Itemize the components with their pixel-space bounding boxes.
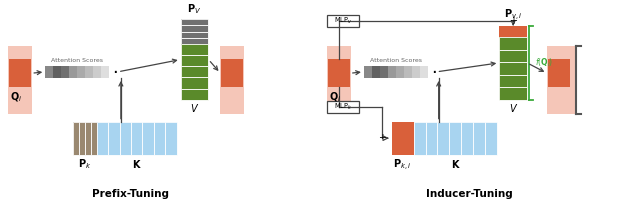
Bar [101,66,109,78]
Bar [499,37,527,50]
Bar [69,66,77,78]
Text: $\mathbf{P}_{v,i}$: $\mathbf{P}_{v,i}$ [504,8,522,23]
Bar [221,59,243,88]
Text: Inducer-Tuning: Inducer-Tuning [426,189,513,199]
Bar [449,121,461,155]
Text: ·: · [112,64,118,82]
Text: Attention Scores: Attention Scores [51,58,103,63]
Bar [180,77,209,89]
Text: $\mathrm{MLP}_v$: $\mathrm{MLP}_v$ [334,16,352,26]
Bar [180,19,209,25]
Text: $\mathrm{MLP}_k$: $\mathrm{MLP}_k$ [333,102,352,112]
Bar [327,46,351,114]
Bar [412,66,420,78]
Bar [180,66,209,77]
Bar [548,59,570,88]
Bar [45,66,53,78]
Bar [372,66,380,78]
Bar [364,66,372,78]
Bar [120,121,131,155]
Bar [499,50,527,62]
Bar [97,121,108,155]
Bar [420,66,428,78]
Text: $\mathbf{P}_{k,i}$: $\mathbf{P}_{k,i}$ [394,158,412,173]
Bar [413,121,497,155]
Bar [53,66,61,78]
Bar [10,59,31,88]
Bar [143,121,154,155]
Text: $V$: $V$ [509,102,518,114]
Text: $\mathbf{K}$: $\mathbf{K}$ [451,158,460,170]
Bar [220,46,244,114]
Text: $\mathbf{Q}_i$: $\mathbf{Q}_i$ [329,90,341,104]
Text: +: + [509,16,517,26]
Bar [73,121,79,155]
Text: +: + [378,133,386,143]
Text: ·: · [431,64,436,82]
Text: $\mathbf{P}_k$: $\mathbf{P}_k$ [78,158,92,171]
Text: Attention Scores: Attention Scores [370,58,422,63]
Text: $\mathbf{K}$: $\mathbf{K}$ [132,158,141,170]
Bar [426,121,438,155]
Bar [180,38,209,44]
Bar [547,46,575,114]
Bar [328,59,350,88]
Bar [180,32,209,38]
Bar [413,121,426,155]
Bar [180,44,209,55]
Bar [108,121,120,155]
Bar [85,121,91,155]
Bar [180,25,209,32]
Bar [396,66,404,78]
Bar [8,46,32,114]
Bar [61,66,69,78]
Bar [499,87,527,100]
Bar [91,121,97,155]
Bar [499,26,527,37]
Bar [85,66,93,78]
Text: $V$: $V$ [190,102,199,114]
Bar [165,121,177,155]
Bar [392,121,413,155]
Bar [131,121,143,155]
Bar [180,44,209,100]
Text: Prefix-Tuning: Prefix-Tuning [92,189,170,199]
Bar [404,66,412,78]
Bar [485,121,497,155]
Text: $f(\mathbf{Q}_i)$: $f(\mathbf{Q}_i)$ [535,57,554,69]
Bar [154,121,165,155]
Bar [180,19,209,44]
Bar [438,121,449,155]
Bar [499,75,527,87]
Bar [499,62,527,75]
Bar [327,101,359,113]
Bar [79,121,85,155]
Bar [77,66,85,78]
Bar [327,15,359,27]
Bar [474,121,485,155]
Bar [388,66,396,78]
Bar [461,121,474,155]
Bar [499,37,527,100]
Text: $\mathbf{Q}_i$: $\mathbf{Q}_i$ [10,90,22,104]
Bar [73,121,97,155]
Bar [97,121,177,155]
Bar [180,89,209,100]
Bar [93,66,101,78]
Bar [180,55,209,66]
Bar [380,66,388,78]
Text: $\mathbf{P}_V$: $\mathbf{P}_V$ [188,3,202,16]
